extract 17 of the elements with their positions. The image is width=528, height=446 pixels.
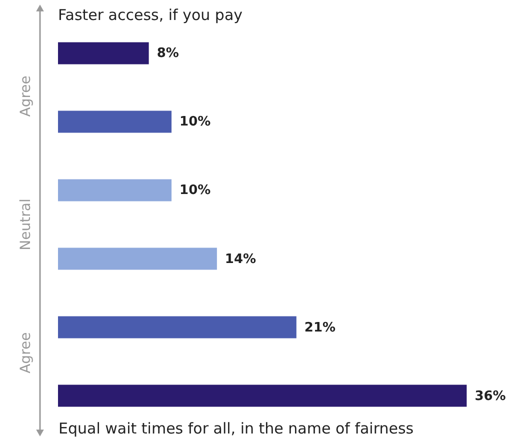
data-label: 8% xyxy=(156,46,179,62)
bar xyxy=(58,316,296,338)
data-label: 10% xyxy=(180,114,211,130)
text: Agree xyxy=(18,332,34,374)
bar xyxy=(58,179,172,202)
chart-title: Faster access, if you pay xyxy=(58,6,243,24)
data-label: 10% xyxy=(180,183,211,198)
text: Neutral xyxy=(18,198,34,250)
text: Agree xyxy=(18,76,34,117)
bar xyxy=(58,248,217,270)
bar xyxy=(58,42,149,64)
bar xyxy=(58,384,467,407)
data-label: 36% xyxy=(474,388,506,404)
data-label: 14% xyxy=(224,252,256,267)
x-axis-title: Equal wait times for all, in the name of fairness xyxy=(58,420,414,438)
bar xyxy=(58,110,172,133)
data-label: 21% xyxy=(304,320,336,336)
